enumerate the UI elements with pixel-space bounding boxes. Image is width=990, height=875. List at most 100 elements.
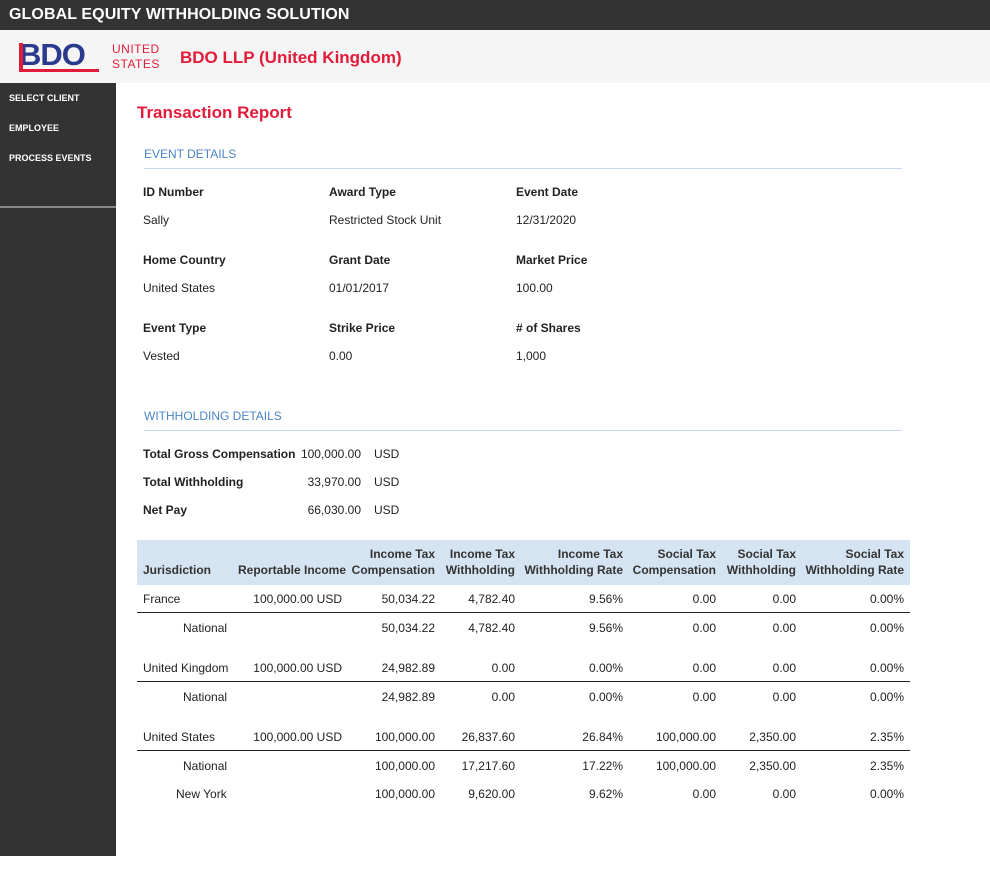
cell-jurisdiction: National (183, 759, 228, 773)
grant-date-value: 01/01/2017 (329, 281, 390, 295)
cell-income-tax-rate: 9.56% (588, 621, 623, 635)
cell-social-tax-rate: 0.00% (869, 661, 904, 675)
cell-income-tax-withholding: 0.00 (491, 690, 515, 704)
cell-income-tax-rate: 17.22% (582, 759, 623, 773)
header-line: Withholding (445, 563, 515, 577)
cell-income-tax-compensation: 50,034.22 (381, 592, 435, 606)
sidebar-item-process-events[interactable]: PROCESS EVENTS (9, 153, 92, 163)
gross-compensation-label: Total Gross Compensation (143, 447, 296, 461)
cell-social-tax-compensation: 100,000.00 (655, 730, 716, 744)
header-line: Withholding (726, 563, 796, 577)
award-type-value: Restricted Stock Unit (329, 213, 442, 227)
event-type-value: Vested (143, 349, 180, 363)
page-title: Transaction Report (137, 103, 292, 122)
header-social-tax-withholding-rate: Social Tax Withholding Rate (798, 546, 904, 578)
header-income-tax-withholding: Income Tax Withholding (437, 546, 515, 578)
home-country-label: Home Country (143, 253, 226, 267)
cell-income-tax-compensation: 24,982.89 (381, 661, 435, 675)
net-pay-label: Net Pay (143, 503, 188, 517)
header-line: Income Tax (369, 547, 435, 561)
cell-income-tax-rate: 26.84% (582, 730, 623, 744)
row-divider (137, 681, 910, 682)
company-name: BDO LLP (United Kingdom) (180, 48, 402, 67)
cell-income-tax-withholding: 0.00 (491, 661, 515, 675)
cell-social-tax-rate: 2.35% (869, 730, 904, 744)
grant-date-label: Grant Date (329, 253, 391, 267)
cell-income-tax-compensation: 100,000.00 (374, 787, 435, 801)
cell-social-tax-withholding: 2,350.00 (749, 759, 796, 773)
cell-income-tax-withholding: 4,782.40 (468, 592, 515, 606)
cell-income-tax-compensation: 50,034.22 (381, 621, 435, 635)
header-income-tax-compensation: Income Tax Compensation (349, 546, 435, 578)
market-price-value: 100.00 (516, 281, 553, 295)
country-line-2: STATES (112, 57, 160, 71)
row-divider (137, 750, 910, 751)
report-content: Transaction Report EVENT DETAILS ID Numb… (116, 83, 990, 875)
country-line-1: UNITED (112, 42, 160, 56)
cell-reportable-income: 100,000.00 USD (253, 661, 342, 675)
cell-social-tax-withholding: 2,350.00 (749, 730, 796, 744)
market-price-label: Market Price (516, 253, 588, 267)
award-type-label: Award Type (329, 185, 396, 199)
event-date-label: Event Date (516, 185, 579, 199)
cell-income-tax-withholding: 9,620.00 (468, 787, 515, 801)
sidebar-item-employee[interactable]: EMPLOYEE (9, 123, 60, 133)
cell-social-tax-compensation: 0.00 (692, 690, 716, 704)
logo-underline (19, 69, 99, 72)
header-line: Compensation (632, 563, 716, 577)
table-header: Jurisdiction Reportable Income Income Ta… (137, 540, 910, 585)
withholding-details-rule (144, 430, 902, 431)
cell-income-tax-rate: 0.00% (588, 690, 623, 704)
total-withholding-amount: 33,970.00 (307, 475, 361, 489)
header-reportable-income: Reportable Income (238, 563, 347, 577)
row-divider (137, 612, 910, 613)
sidebar: SELECT CLIENT EMPLOYEE PROCESS EVENTS (0, 83, 116, 856)
header-social-tax-compensation: Social Tax Compensation (627, 546, 716, 578)
cell-income-tax-withholding: 4,782.40 (468, 621, 515, 635)
header-line: Social Tax (737, 547, 796, 561)
net-pay-amount: 66,030.00 (307, 503, 361, 517)
cell-income-tax-rate: 9.56% (588, 592, 623, 606)
cell-income-tax-compensation: 24,982.89 (381, 690, 435, 704)
header-line: Withholding Rate (524, 563, 623, 577)
logo-red-bar (19, 43, 23, 71)
header-income-tax-withholding-rate: Income Tax Withholding Rate (517, 546, 623, 578)
cell-social-tax-withholding: 0.00 (772, 787, 796, 801)
app-title: GLOBAL EQUITY WITHHOLDING SOLUTION (9, 6, 350, 23)
cell-social-tax-compensation: 0.00 (692, 592, 716, 606)
cell-income-tax-rate: 0.00% (588, 661, 623, 675)
event-details-heading: EVENT DETAILS (144, 147, 237, 161)
gross-compensation-amount: 100,000.00 (300, 447, 361, 461)
gross-compensation-currency: USD (374, 447, 400, 461)
bdo-logo: BDO (19, 37, 101, 73)
cell-social-tax-compensation: 100,000.00 (655, 759, 716, 773)
sidebar-divider (0, 206, 116, 208)
logo-text: BDO (19, 37, 86, 72)
cell-income-tax-withholding: 17,217.60 (461, 759, 515, 773)
sidebar-item-select-client[interactable]: SELECT CLIENT (9, 93, 80, 103)
cell-social-tax-rate: 0.00% (869, 621, 904, 635)
cell-social-tax-rate: 0.00% (869, 787, 904, 801)
header-line: Compensation (351, 563, 435, 577)
strike-price-label: Strike Price (329, 321, 396, 335)
strike-price-value: 0.00 (329, 349, 353, 363)
brand-bar: BDO UNITED STATES BDO LLP (United Kingdo… (0, 30, 990, 83)
cell-social-tax-withholding: 0.00 (772, 592, 796, 606)
cell-jurisdiction: France (143, 592, 181, 606)
cell-income-tax-compensation: 100,000.00 (374, 759, 435, 773)
cell-jurisdiction: New York (176, 787, 227, 801)
total-withholding-label: Total Withholding (143, 475, 244, 489)
home-country-value: United States (143, 281, 216, 295)
app-title-bar: GLOBAL EQUITY WITHHOLDING SOLUTION (0, 0, 990, 30)
header-line: Income Tax (557, 547, 623, 561)
total-withholding-currency: USD (374, 475, 400, 489)
cell-reportable-income: 100,000.00 USD (253, 730, 342, 744)
net-pay-currency: USD (374, 503, 400, 517)
cell-social-tax-compensation: 0.00 (692, 787, 716, 801)
cell-jurisdiction: United States (143, 730, 216, 744)
cell-social-tax-rate: 0.00% (869, 690, 904, 704)
header-line: Income Tax (449, 547, 515, 561)
header-social-tax-withholding: Social Tax Withholding (719, 546, 796, 578)
cell-social-tax-rate: 0.00% (869, 592, 904, 606)
cell-reportable-income: 100,000.00 USD (253, 592, 342, 606)
